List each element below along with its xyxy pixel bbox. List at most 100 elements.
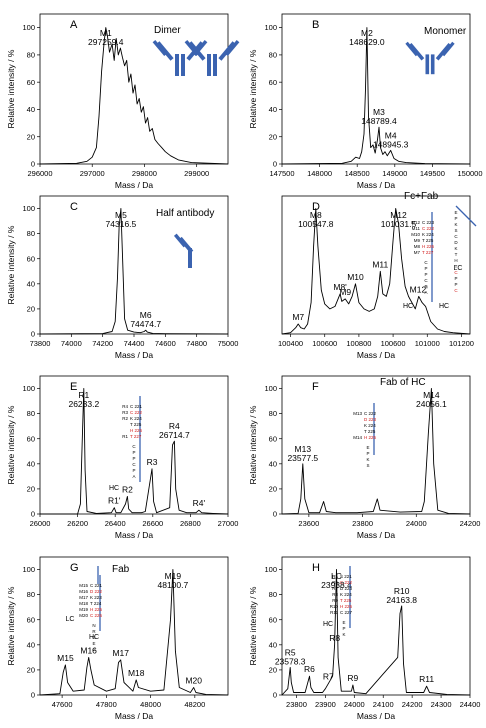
y-tick-label: 40 [269, 640, 277, 649]
y-tick-label: 100 [22, 204, 35, 213]
panel-letter: A [70, 19, 78, 31]
peak-label: R3 [147, 457, 158, 467]
peak-mass-label: 101031.5 [381, 219, 417, 229]
side-residue: D [454, 240, 458, 245]
peak-label: M16 [80, 645, 97, 655]
y-axis-label: Relative intensity / % [6, 586, 16, 665]
x-tick-label: 24300 [431, 700, 452, 709]
antibody-chain [218, 41, 236, 61]
x-tick-label: 23800 [286, 700, 307, 709]
site-tag: R10 [330, 604, 339, 609]
y-tick-label: 60 [27, 78, 35, 87]
fab-title: Fab [112, 564, 130, 575]
peak-label: M20 [185, 675, 202, 685]
monomer-antibody-icon [405, 41, 455, 75]
x-axis-label: Mass / Da [357, 350, 396, 360]
peak-label: M9 [339, 287, 351, 297]
residue-code: K 224 [130, 416, 142, 421]
y-tick-label: 80 [269, 590, 277, 599]
y-tick-label: 0 [273, 160, 277, 169]
residue: P [424, 266, 427, 271]
side-residue: C [454, 270, 458, 275]
y-tick-label: 100 [264, 23, 277, 32]
chart-panel-b: 147500 148000 148500 149000 149500 150000 0 20 4… [248, 13, 483, 190]
site-tag: M7 [414, 250, 421, 255]
residue: E [366, 445, 369, 450]
antibody-chain [225, 39, 240, 57]
residue-code: T 225 [422, 238, 434, 243]
residue-code: C 222 [364, 411, 377, 416]
peak-label: M3 [373, 107, 385, 117]
spectrum-trace [281, 27, 471, 165]
peak-mass-label: 100547.8 [298, 219, 334, 229]
antibody-chain [408, 42, 425, 61]
site-tag: M9 [414, 238, 421, 243]
x-tick-label: 100600 [381, 339, 406, 348]
y-tick-label: 60 [269, 434, 277, 443]
peak-mass-label: 24056.1 [416, 399, 447, 409]
residue: C [424, 278, 428, 283]
plot-frame [39, 375, 229, 515]
x-tick-label: 100800 [346, 339, 371, 348]
peak-label: M1 [100, 28, 112, 38]
peak-mass-label: 148945.3 [373, 139, 409, 149]
peak-mass-label: 297259.4 [88, 37, 124, 47]
peak-label: R6 [304, 664, 315, 674]
x-tick-label: 101200 [449, 339, 474, 348]
y-tick-label: 60 [269, 78, 277, 87]
y-tick-label: 20 [269, 132, 277, 141]
residue-code: H 226 [364, 435, 377, 440]
residue-code: H 225 [90, 607, 103, 612]
side-residue: K [454, 246, 457, 251]
x-axis-label: Mass / Da [357, 530, 396, 540]
y-tick-label: 20 [269, 485, 277, 494]
y-tick-label: 40 [27, 459, 35, 468]
peak-label: M12' [410, 284, 429, 294]
chart-panel-f: 23600 23800 24000 24200 0 20 40 60 80 100 Mass / D… [248, 375, 480, 540]
peak-mass-label: 23578.3 [275, 656, 306, 666]
y-tick-label: 80 [27, 590, 35, 599]
site-tag: R2 [122, 416, 128, 421]
site-tag: M20 [79, 613, 88, 618]
residue-code: T 227 [130, 434, 142, 439]
site-tag: M18 [79, 601, 88, 606]
site-tag: R1 [122, 434, 128, 439]
peak-label: M6 [140, 310, 152, 320]
x-tick-label: 48200 [184, 700, 205, 709]
residue-code: T 227 [422, 250, 434, 255]
residue-code: H 226 [130, 428, 143, 433]
x-tick-label: 73800 [30, 339, 51, 348]
peak-label: R9 [347, 673, 358, 683]
side-residue: P [454, 282, 457, 287]
side-residue: K [454, 222, 457, 227]
site-tag: R9 [332, 598, 338, 603]
peak-label: M17 [112, 648, 129, 658]
residue-code: C 221 [90, 583, 103, 588]
peak-mass-label: 74474.7 [130, 319, 161, 329]
site-tag: M14 [353, 435, 362, 440]
x-tick-label: 24100 [373, 700, 394, 709]
y-tick-label: 60 [269, 615, 277, 624]
x-tick-label: 149000 [382, 169, 407, 178]
residue: K [342, 632, 345, 637]
side-residue: C [454, 288, 458, 293]
antibody-chain [188, 248, 192, 268]
residue: C [92, 647, 96, 652]
y-tick-label: 80 [269, 51, 277, 60]
peak-label: R10 [394, 586, 410, 596]
y-tick-label: 80 [27, 409, 35, 418]
plot-frame [281, 375, 471, 515]
peak-label: R4' [193, 498, 206, 508]
site-tag: R5 [332, 574, 338, 579]
antibody-chain [213, 54, 217, 76]
x-axis-label: Mass / Da [357, 180, 396, 190]
chain-label: HC [403, 303, 413, 310]
y-axis-label: Relative intensity / % [248, 586, 258, 665]
site-tag: R11 [330, 610, 338, 615]
y-tick-label: 60 [27, 434, 35, 443]
peak-label: M5 [115, 210, 127, 220]
half-antibody-icon [173, 233, 194, 268]
antibody-chain [152, 39, 167, 57]
